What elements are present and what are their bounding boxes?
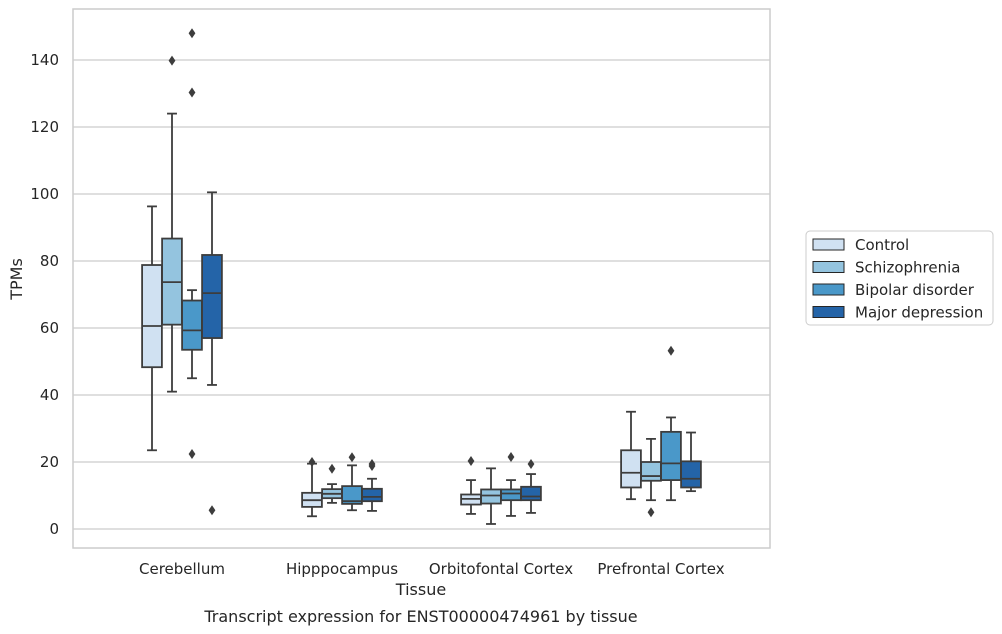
legend-swatch: [812, 283, 845, 296]
outlier-point: [647, 507, 655, 518]
outlier-point: [667, 345, 675, 356]
plot-frame: [72, 8, 771, 549]
box-major-depression: [680, 431, 702, 493]
legend-label: Major depression: [855, 304, 983, 322]
y-tick-label: 20: [40, 453, 59, 471]
iqr-box: [201, 254, 223, 339]
outlier-point: [348, 452, 356, 463]
plot-area: [73, 9, 770, 548]
legend-swatch: [812, 306, 845, 318]
iqr-box: [181, 299, 203, 351]
outlier-point: [507, 451, 515, 462]
outlier-point: [168, 55, 176, 66]
x-axis-label: Tissue: [395, 580, 446, 599]
boxes: [141, 28, 702, 525]
iqr-box: [480, 488, 502, 505]
iqr-box: [141, 264, 163, 369]
box-schizophrenia: [161, 55, 183, 393]
legend-swatch: [812, 261, 845, 273]
outlier-point: [368, 461, 376, 472]
iqr-box: [640, 461, 662, 482]
legend-frame: [805, 230, 994, 326]
outlier-point: [467, 455, 475, 466]
iqr-box: [620, 449, 642, 489]
box-bipolar-disorder: [181, 28, 203, 459]
box-control: [141, 205, 163, 452]
iqr-box: [361, 487, 383, 503]
legend: Control Schizophrenia Bipolar disorder Majo…: [805, 230, 994, 326]
iqr-box: [660, 430, 682, 481]
x-tick-label: Cerebellum: [139, 560, 225, 578]
box-schizophrenia: [480, 467, 502, 525]
outlier-point: [308, 457, 316, 467]
legend-swatch: [812, 238, 845, 251]
iqr-box: [680, 460, 702, 489]
legend-label: Control: [855, 236, 909, 254]
outlier-point: [188, 28, 196, 39]
y-tick-labels: 0 20 40 60 80 100 120 140: [30, 51, 59, 538]
box-bipolar-disorder: [660, 345, 682, 502]
outlier-point: [188, 87, 196, 98]
outlier-point: [208, 505, 216, 516]
y-tick-label: 140: [30, 51, 59, 69]
y-tick-label: 80: [40, 252, 59, 270]
box-major-depression: [361, 459, 383, 512]
box-major-depression: [520, 459, 542, 514]
x-tick-label: Prefrontal Cortex: [597, 560, 724, 578]
outlier-point: [527, 459, 535, 470]
y-tick-label: 100: [30, 185, 59, 203]
outlier-point: [328, 463, 336, 474]
legend-label: Schizophrenia: [855, 259, 960, 277]
box-major-depression: [201, 191, 223, 516]
y-tick-label: 40: [40, 386, 59, 404]
y-axis-label: TPMs: [7, 258, 26, 301]
x-tick-label: Hipppocampus: [286, 560, 398, 578]
iqr-box: [500, 488, 522, 502]
iqr-box: [520, 485, 542, 502]
chart-caption: Transcript expression for ENST0000047496…: [203, 607, 637, 626]
y-tick-label: 0: [49, 520, 59, 538]
box-control: [620, 410, 642, 501]
legend-label: Bipolar disorder: [855, 281, 975, 299]
y-tick-label: 60: [40, 319, 59, 337]
x-tick-labels: Cerebellum Hipppocampus Orbitofontal Corte…: [139, 560, 725, 578]
outlier-point: [188, 448, 196, 459]
x-tick-label: Orbitofontal Cortex: [429, 560, 573, 578]
box-bipolar-disorder: [341, 452, 363, 512]
y-tick-label: 120: [30, 118, 59, 136]
box-control: [301, 457, 323, 518]
